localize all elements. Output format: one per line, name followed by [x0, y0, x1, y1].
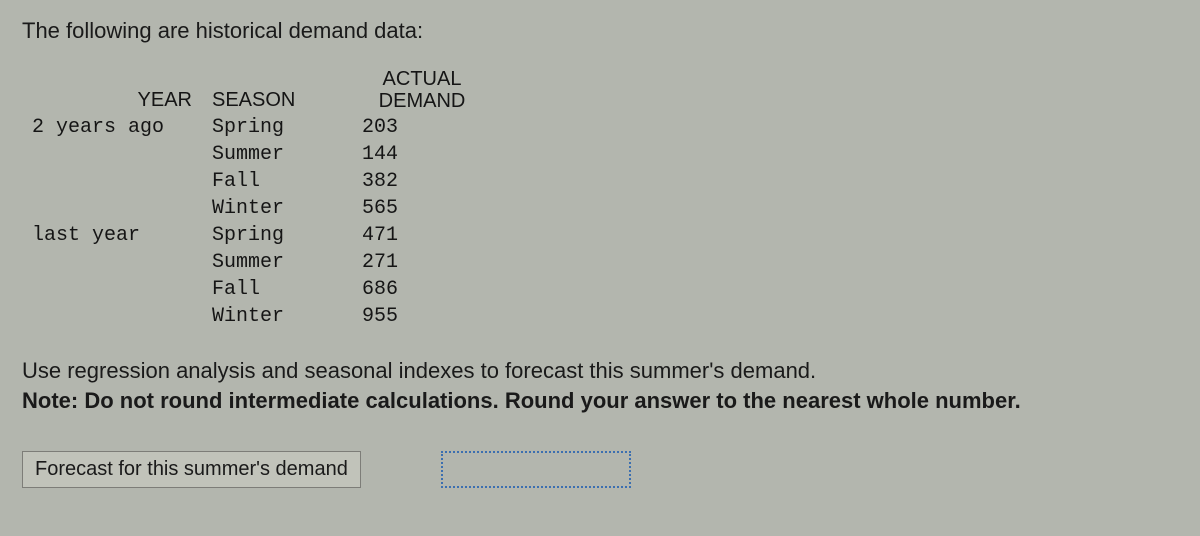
note-text: Do not round intermediate calculations. … [78, 388, 1020, 413]
cell-year: 2 years ago [22, 114, 202, 141]
header-demand-top: ACTUAL [362, 68, 482, 90]
instructions-block: Use regression analysis and seasonal ind… [22, 356, 1178, 415]
answer-row: Forecast for this summer's demand [22, 451, 1178, 488]
table-row: last year Spring 471 [22, 222, 492, 249]
cell-season: Summer [202, 141, 352, 168]
cell-year: last year [22, 222, 202, 249]
demand-table: YEAR SEASON ACTUAL DEMAND 2 years ago Sp… [22, 66, 492, 330]
cell-demand: 271 [352, 249, 492, 276]
cell-year [22, 249, 202, 276]
table-row: Winter 565 [22, 195, 492, 222]
table-row: Fall 382 [22, 168, 492, 195]
instructions-line2: Note: Do not round intermediate calculat… [22, 386, 1178, 416]
table-row: Fall 686 [22, 276, 492, 303]
cell-demand: 203 [352, 114, 492, 141]
table-row: Summer 144 [22, 141, 492, 168]
table-row: Winter 955 [22, 303, 492, 330]
table-header-row: YEAR SEASON ACTUAL DEMAND [22, 66, 492, 114]
table-row: Summer 271 [22, 249, 492, 276]
cell-year [22, 141, 202, 168]
cell-season: Spring [202, 114, 352, 141]
cell-demand: 955 [352, 303, 492, 330]
header-demand-bottom: DEMAND [362, 90, 482, 112]
cell-demand: 565 [352, 195, 492, 222]
cell-demand: 686 [352, 276, 492, 303]
intro-text: The following are historical demand data… [22, 18, 1178, 44]
cell-season: Winter [202, 195, 352, 222]
answer-label: Forecast for this summer's demand [22, 451, 361, 488]
cell-year [22, 303, 202, 330]
cell-season: Summer [202, 249, 352, 276]
header-year: YEAR [22, 66, 202, 114]
cell-demand: 471 [352, 222, 492, 249]
cell-season: Winter [202, 303, 352, 330]
cell-demand: 144 [352, 141, 492, 168]
table-row: 2 years ago Spring 203 [22, 114, 492, 141]
note-label: Note: [22, 388, 78, 413]
header-demand: ACTUAL DEMAND [352, 66, 492, 114]
cell-year [22, 195, 202, 222]
cell-year [22, 276, 202, 303]
cell-season: Fall [202, 276, 352, 303]
instructions-line1: Use regression analysis and seasonal ind… [22, 356, 1178, 386]
cell-year [22, 168, 202, 195]
cell-demand: 382 [352, 168, 492, 195]
page-container: The following are historical demand data… [0, 0, 1200, 506]
cell-season: Fall [202, 168, 352, 195]
answer-input[interactable] [441, 451, 631, 488]
header-season: SEASON [202, 66, 352, 114]
cell-season: Spring [202, 222, 352, 249]
